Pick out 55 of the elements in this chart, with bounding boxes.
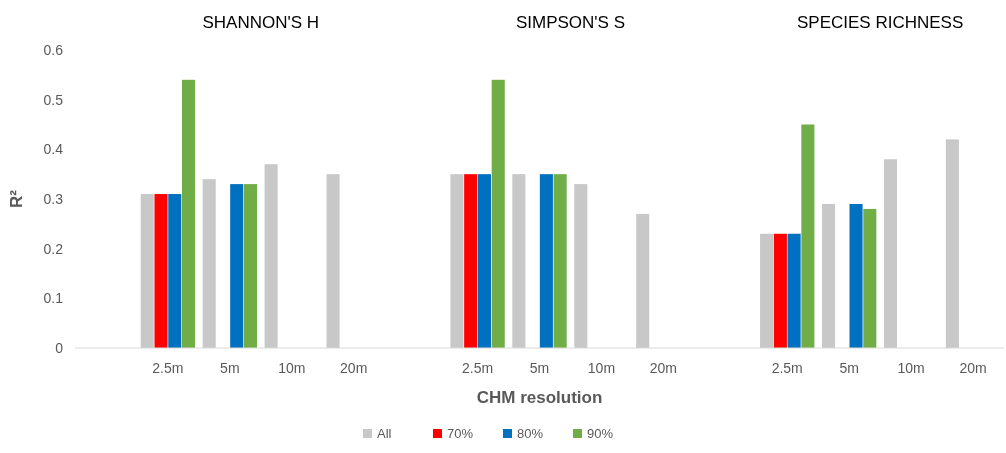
y-axis-title: R² [7, 189, 26, 208]
y-tick-label: 0.3 [43, 190, 64, 207]
bar [230, 184, 244, 348]
bar [553, 174, 567, 348]
x-tick-label: 20m [649, 360, 677, 376]
bar [849, 203, 863, 348]
legend-label: 70% [447, 426, 474, 441]
y-tick-label: 0.5 [43, 91, 64, 108]
bar [863, 208, 877, 348]
bar [773, 233, 787, 348]
bar [182, 79, 196, 348]
bar [450, 174, 464, 348]
bar [202, 179, 216, 348]
x-tick-label: 5m [839, 360, 859, 376]
x-tick-label: 10m [897, 360, 925, 376]
bar [883, 159, 897, 348]
bar [539, 174, 553, 348]
x-tick-label: 10m [587, 360, 616, 376]
bar [243, 184, 258, 348]
bar [760, 233, 774, 348]
y-tick-label: 0.1 [43, 290, 64, 307]
y-tick-label: 0.2 [43, 240, 64, 257]
x-tick-label: 20m [340, 360, 368, 376]
x-tick-label: 10m [278, 360, 306, 376]
bar [326, 174, 340, 348]
text: SPECIES RICHNESS [797, 13, 964, 32]
x-tick-label: 20m [959, 360, 987, 376]
bar [140, 194, 154, 348]
bar [574, 184, 588, 348]
bar [945, 139, 959, 348]
bar [168, 194, 182, 348]
x-tick-label: 5m [220, 360, 240, 376]
y-tick-label: 0.4 [43, 141, 64, 158]
bar [154, 194, 168, 348]
bar [787, 233, 801, 348]
x-tick-label: 2.5m [152, 360, 184, 376]
y-tick-label: 0.6 [43, 41, 64, 58]
bar [821, 203, 836, 348]
bar [477, 174, 491, 348]
bar [491, 79, 505, 348]
bar [464, 174, 478, 348]
bar [264, 164, 278, 348]
text: SHANNON'S H [202, 13, 320, 32]
legend-label: 90% [587, 426, 614, 441]
x-axis-title: CHM resolution [476, 388, 603, 407]
x-tick-label: 2.5m [771, 360, 803, 376]
legend-label: 80% [517, 426, 544, 441]
bar [801, 124, 815, 348]
y-tick-label: 0 [55, 339, 64, 356]
bar [512, 174, 526, 348]
x-tick-label: 5m [529, 360, 550, 376]
text: SIMPSON'S S [515, 13, 625, 32]
bar [636, 213, 650, 348]
legend-label: All [377, 426, 392, 441]
x-tick-label: 2.5m [462, 360, 494, 376]
